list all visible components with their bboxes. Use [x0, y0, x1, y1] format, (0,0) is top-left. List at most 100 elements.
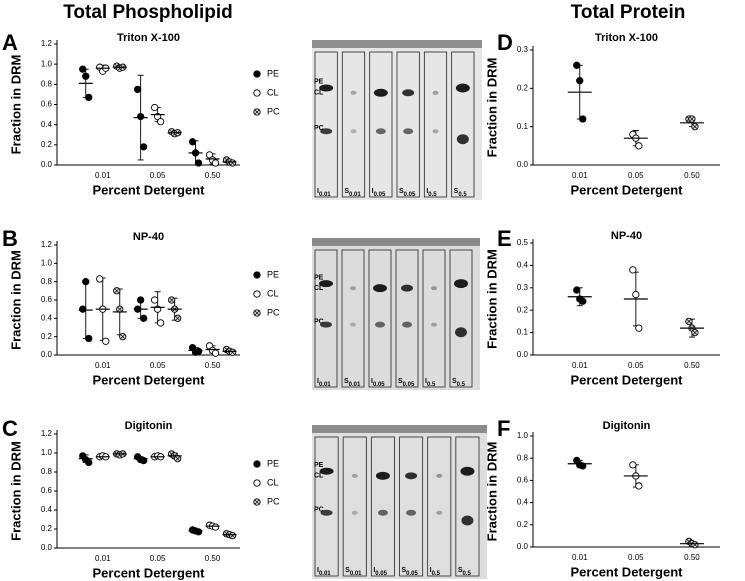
point: [85, 334, 93, 343]
legend-item: PC: [253, 496, 280, 506]
lane-sub: 0.01: [349, 192, 361, 198]
lane-sub: 0.01: [319, 382, 331, 388]
x-tick-label: 0.01: [572, 361, 588, 370]
tlc-spot: [320, 321, 332, 328]
y-tick-label: 0.0: [517, 160, 529, 169]
tlc-lane: [370, 436, 395, 577]
lane-sub: 0.01: [349, 382, 361, 388]
tlc-lane: [427, 436, 452, 577]
point-circle: [150, 103, 159, 112]
tlc-spot: [377, 509, 388, 516]
point-circle: [194, 159, 203, 167]
lane-main: I: [373, 567, 375, 574]
tlc-lane: [395, 249, 419, 388]
x-tick-label: 0.01: [95, 361, 111, 370]
tlc-lane: [314, 51, 338, 198]
legend-marker: [253, 290, 261, 298]
point-circle: [579, 297, 587, 305]
tlc-spot: [436, 510, 443, 515]
y-tick-label: 0.5: [517, 238, 529, 247]
y-tick-label: 1.2: [41, 429, 53, 438]
lane-label: S0.5: [458, 567, 472, 577]
point-circle: [136, 296, 145, 304]
panel-letter: A: [2, 30, 18, 55]
y-axis-title: Fraction in DRM: [8, 441, 23, 541]
tlc-lane: [449, 249, 473, 388]
point-circle: [85, 334, 93, 343]
point: [102, 337, 110, 345]
tlc-spot: [351, 510, 358, 515]
lane-label: I0.01: [317, 188, 331, 198]
point: [133, 85, 142, 94]
lane-main: S: [344, 188, 349, 195]
point: [167, 296, 176, 304]
lane-label: S0.5: [454, 188, 468, 198]
lane-main: I: [317, 188, 319, 195]
y-tick-label: 1.0: [41, 258, 53, 267]
point-circle: [576, 77, 584, 85]
point: [156, 319, 165, 327]
y-tick-label: 0.0: [41, 160, 53, 169]
legend-label: CL: [267, 87, 279, 97]
point: [629, 461, 637, 469]
lane-label: I0.05: [373, 567, 387, 577]
point: [173, 314, 182, 322]
legend-marker: [253, 70, 261, 78]
y-tick-label: 0.2: [517, 305, 529, 314]
point: [139, 314, 148, 322]
lane-label: S0.5: [452, 378, 466, 388]
panel-letter: D: [497, 30, 513, 55]
lane-main: I: [430, 567, 432, 574]
panel-letter: B: [2, 226, 18, 251]
lane-sub: 0.5: [457, 382, 466, 388]
tlc-top: [312, 425, 487, 433]
x-tick-label: 0.05: [150, 171, 166, 180]
lane-sub: 0.5: [432, 571, 441, 577]
y-tick-label: 0.8: [41, 79, 53, 88]
tlc-spot: [320, 509, 333, 516]
point-circle: [579, 115, 587, 123]
y-axis-title: Fraction in DRM: [8, 55, 23, 155]
tlc-spot: [375, 471, 390, 480]
legend-item: PE: [253, 458, 279, 468]
x-tick-label: 0.50: [684, 361, 700, 370]
point-circle: [194, 347, 203, 355]
chart-title: NP-40: [133, 231, 164, 243]
lane-label: S0.05: [399, 188, 416, 198]
lane-main: S: [398, 378, 403, 385]
band-label: PE: [314, 274, 324, 281]
lane-label: I0.5: [425, 378, 436, 388]
tlc-spot: [461, 515, 474, 526]
x-tick-label: 0.01: [572, 171, 588, 180]
legend-label: PC: [267, 106, 280, 116]
point: [85, 458, 93, 467]
y-tick-label: 0.1: [517, 328, 529, 337]
tlc-spot: [319, 84, 334, 92]
tlc-spot: [350, 90, 357, 95]
lane-label: I0.5: [430, 567, 441, 577]
tlc-lane: [422, 249, 446, 388]
x-tick-label: 0.05: [628, 171, 644, 180]
lane-sub: 0.5: [428, 192, 437, 198]
point-circle: [635, 324, 643, 332]
tlc-spot: [460, 466, 475, 476]
legend-label: CL: [267, 288, 279, 298]
lane-sub: 0.05: [373, 382, 385, 388]
point-cross: [117, 306, 122, 312]
y-tick-label: 0.0: [41, 350, 53, 359]
tlc-spot: [401, 284, 413, 292]
y-tick-label: 0.2: [517, 520, 529, 529]
legend-label: CL: [267, 477, 279, 487]
point: [188, 138, 197, 146]
point: [194, 347, 203, 355]
header: Total Protein: [571, 2, 686, 23]
tlc-spot: [456, 134, 469, 145]
lane-sub: 0.05: [404, 192, 416, 198]
x-tick-label: 0.01: [95, 554, 111, 563]
point: [691, 123, 699, 131]
lane-label: S0.01: [344, 378, 361, 388]
point-circle: [139, 314, 148, 322]
point: [211, 523, 220, 531]
x-axis-title: Percent Detergent: [571, 372, 684, 387]
point: [691, 541, 699, 549]
